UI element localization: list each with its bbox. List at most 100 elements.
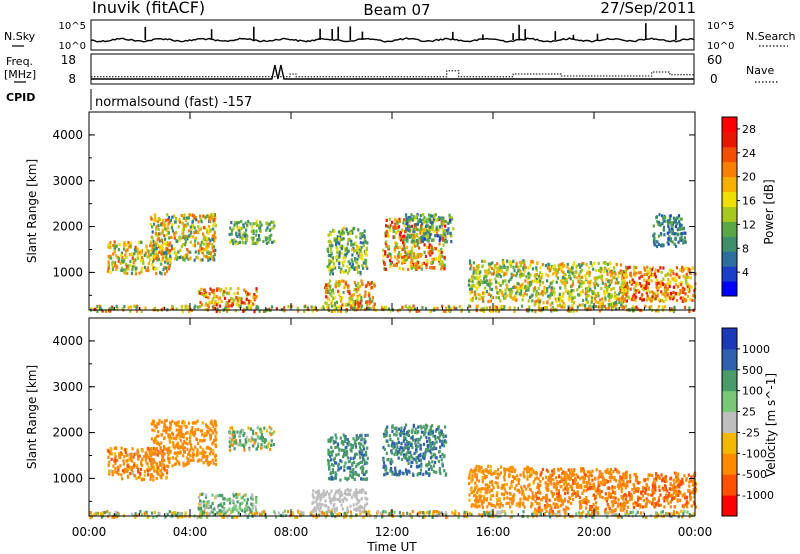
echo-cell: [201, 510, 204, 514]
echo-cell: [177, 420, 180, 424]
echo-cell: [125, 243, 128, 247]
echo-cell: [334, 282, 337, 287]
echo-cell: [501, 281, 504, 285]
echo-cell: [669, 217, 672, 221]
echo-cell: [244, 512, 247, 516]
echo-cell: [385, 244, 388, 248]
echo-cell: [535, 273, 538, 277]
echo-cell: [294, 515, 297, 519]
echo-cell: [168, 236, 171, 240]
echo-cell: [190, 443, 193, 447]
echo-cell: [408, 233, 411, 238]
beam-label: Beam 07: [363, 1, 430, 19]
echo-cell: [599, 305, 602, 309]
echo-cell: [112, 464, 115, 468]
echo-cell: [100, 515, 103, 519]
echo-cell: [257, 234, 261, 238]
echo-cell: [496, 510, 499, 514]
echo-cell: [152, 452, 155, 456]
echo-cell: [510, 276, 513, 280]
echo-cell: [128, 252, 131, 257]
echo-cell: [435, 440, 438, 444]
echo-cell: [212, 449, 215, 453]
echo-cell: [159, 446, 162, 450]
echo-cell: [261, 436, 264, 440]
echo-cell: [273, 224, 276, 228]
echo-cell: [146, 453, 149, 457]
echo-cell: [581, 303, 584, 307]
echo-cell: [563, 515, 566, 519]
echo-cell: [433, 229, 436, 233]
echo-cell: [205, 456, 209, 461]
echo-cell: [337, 452, 340, 456]
echo-cell: [150, 457, 153, 462]
echo-cell: [356, 285, 359, 290]
echo-cell: [650, 299, 653, 303]
echo-cell: [331, 449, 334, 453]
echo-cell: [249, 510, 252, 514]
echo-cell: [410, 255, 413, 259]
echo-cell: [681, 515, 684, 519]
echo-cell: [122, 259, 125, 263]
echo-cell: [623, 292, 626, 296]
echo-cell: [683, 287, 686, 291]
echo-cell: [225, 301, 228, 305]
echo-cell: [475, 307, 478, 311]
echo-cell: [455, 306, 458, 310]
echo-cell: [149, 215, 152, 219]
echo-cell: [331, 468, 334, 472]
echo-cell: [182, 450, 186, 454]
echo-cell: [202, 492, 205, 496]
echo-cell: [149, 475, 152, 479]
echo-cell: [692, 512, 695, 516]
echo-cell: [368, 297, 371, 301]
echo-cell: [179, 432, 182, 436]
echo-cell: [360, 460, 363, 464]
echo-cell: [300, 512, 303, 516]
echo-cell: [606, 290, 609, 295]
echo-cell: [351, 294, 354, 298]
nsky-label: N.Sky: [4, 30, 36, 43]
echo-cell: [652, 224, 655, 228]
echo-cell: [201, 451, 205, 455]
echo-cell: [667, 222, 670, 226]
echo-cell: [561, 265, 564, 269]
echo-cell: [472, 261, 475, 265]
echo-cell: [633, 293, 636, 297]
echo-cell: [180, 434, 183, 438]
echo-cell: [328, 259, 331, 263]
echo-cell: [401, 261, 404, 265]
echo-cell: [419, 227, 422, 231]
echo-cell: [132, 455, 135, 459]
echo-cell: [575, 309, 578, 313]
echo-cell: [232, 506, 235, 510]
echo-cell: [512, 265, 515, 269]
echo-cell: [347, 286, 350, 290]
echo-cell: [619, 290, 622, 294]
echo-cell: [363, 491, 366, 495]
echo-cell: [409, 249, 412, 254]
echo-cell: [137, 240, 140, 244]
echo-cell: [255, 447, 258, 451]
echo-cell: [331, 304, 334, 308]
echo-cell: [270, 233, 273, 237]
echo-cell: [358, 505, 361, 510]
echo-cell: [165, 252, 168, 256]
echo-cell: [576, 305, 579, 309]
echo-cell: [678, 292, 681, 296]
echo-cell: [348, 262, 352, 266]
echo-cell: [320, 512, 323, 516]
echo-cell: [418, 218, 421, 222]
echo-cell: [164, 247, 168, 251]
echo-cell: [606, 262, 609, 266]
echo-cell: [672, 510, 676, 514]
echo-cell: [430, 248, 433, 252]
echo-cell: [107, 449, 110, 453]
echo-cell: [654, 511, 658, 515]
echo-cell: [504, 296, 507, 300]
echo-cell: [363, 236, 366, 240]
echo-cell: [166, 512, 169, 516]
echo-cell: [670, 291, 673, 295]
echo-cell: [438, 225, 441, 229]
echo-cell: [153, 424, 156, 428]
